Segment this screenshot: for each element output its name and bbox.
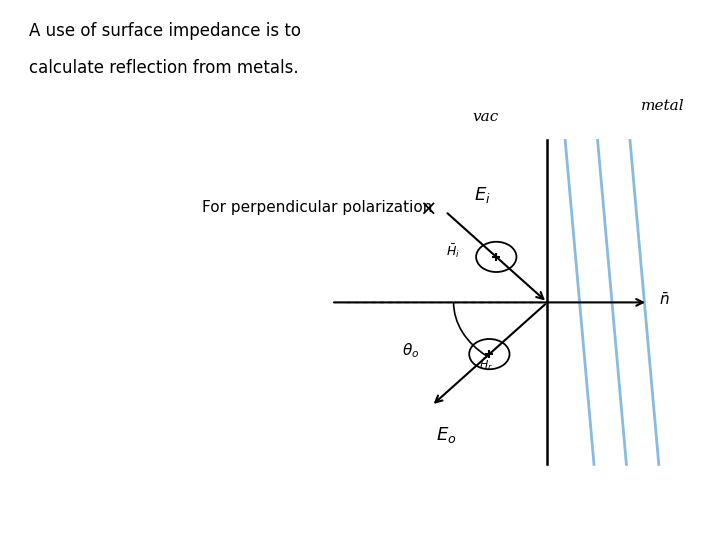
Text: $\bar{n}$: $\bar{n}$ (659, 292, 670, 308)
Text: $\bar{H}_r$: $\bar{H}_r$ (479, 357, 492, 373)
Text: $\times$: $\times$ (419, 199, 436, 219)
Text: metal: metal (641, 99, 685, 113)
Text: $\theta_o$: $\theta_o$ (402, 342, 419, 360)
Text: vac: vac (473, 110, 499, 124)
Text: A use of surface impedance is to: A use of surface impedance is to (29, 22, 301, 39)
Text: $\bar{H}_i$: $\bar{H}_i$ (446, 242, 460, 260)
Text: $E_o$: $E_o$ (436, 425, 456, 445)
Text: For perpendicular polarization: For perpendicular polarization (202, 200, 432, 215)
Text: $E_i$: $E_i$ (474, 185, 491, 205)
Text: calculate reflection from metals.: calculate reflection from metals. (29, 59, 298, 77)
